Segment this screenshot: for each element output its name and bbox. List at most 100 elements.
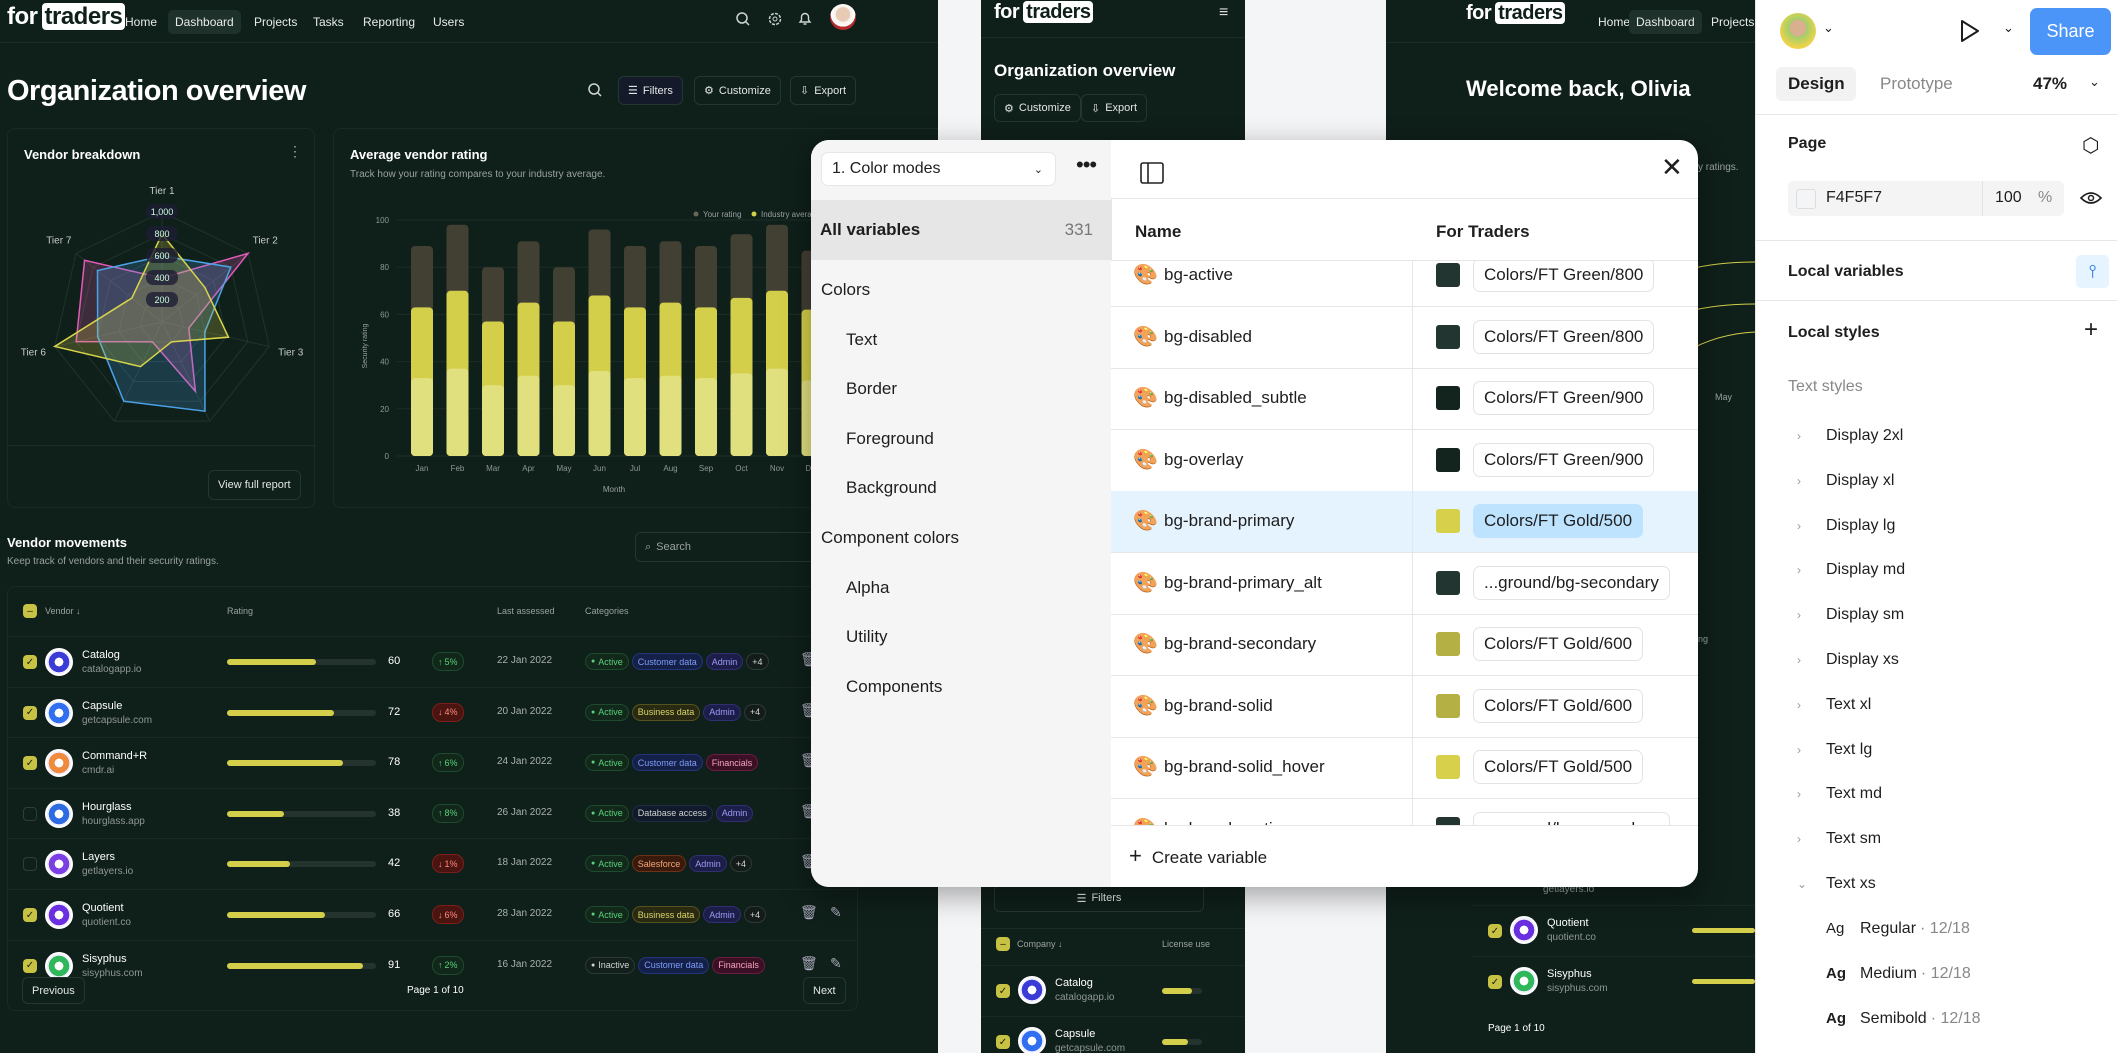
- row-checkbox-checked[interactable]: ✓: [23, 958, 37, 973]
- group-colors[interactable]: Colors: [821, 280, 871, 299]
- variable-value-pill[interactable]: ...ground/bg-secondary: [1473, 811, 1670, 825]
- plus-icon[interactable]: +: [2084, 316, 2099, 343]
- group-utility[interactable]: Utility: [846, 627, 888, 647]
- search-icon[interactable]: [587, 82, 603, 98]
- chevron-right-icon[interactable]: ›: [1797, 429, 1801, 443]
- table-row[interactable]: Layers getlayers.io 42 ↓ 1% 18 Jan 2022 ● Activ…: [8, 838, 858, 888]
- variable-value-pill[interactable]: Colors/FT Gold/500: [1473, 504, 1644, 538]
- table-row[interactable]: ✓ Capsule getcapsule.com 72 ↓ 4% 20 Jan 2022 ● A…: [8, 686, 858, 737]
- search-icon[interactable]: [735, 11, 751, 27]
- edit-pencil-icon[interactable]: ✎: [830, 904, 842, 920]
- customize-button[interactable]: ⚙ Customize: [694, 76, 781, 105]
- text-style-display-xs[interactable]: Display xs: [1826, 651, 1899, 668]
- edit-pencil-icon[interactable]: ✎: [830, 954, 842, 971]
- variable-row[interactable]: 🎨 bg-brand-primary Colors/FT Gold/500: [1111, 491, 1698, 553]
- customize-button[interactable]: ⚙ Customize: [994, 94, 1081, 122]
- filters-button[interactable]: ☰ Filters: [618, 76, 683, 105]
- settings-gear-icon[interactable]: [767, 11, 783, 27]
- chevron-right-icon[interactable]: ›: [1797, 653, 1801, 667]
- row-checkbox-checked[interactable]: ✓: [996, 984, 1010, 998]
- tab-prototype[interactable]: Prototype: [1880, 74, 1953, 93]
- filters-button[interactable]: ☰ Filters: [994, 884, 1204, 912]
- nav-item-home[interactable]: Home: [1598, 15, 1631, 29]
- row-checkbox-checked[interactable]: ✓: [23, 705, 37, 720]
- nav-item-dashboard[interactable]: Dashboard: [1629, 10, 1702, 34]
- table-row[interactable]: ✓ Quotient quotient.co: [1472, 905, 1755, 956]
- more-vertical-icon[interactable]: ⋮: [288, 143, 302, 159]
- text-style-display-sm[interactable]: Display sm: [1826, 606, 1905, 624]
- select-all-checkbox[interactable]: –: [23, 604, 37, 618]
- sidebar-toggle-icon[interactable]: [1139, 160, 1165, 186]
- variables-sliders-icon[interactable]: ⫯: [2076, 255, 2109, 288]
- mode-select[interactable]: 1. Color modes ⌄: [821, 152, 1056, 186]
- chevron-right-icon[interactable]: ›: [1797, 473, 1801, 488]
- eye-icon[interactable]: [2079, 188, 2103, 208]
- variable-row[interactable]: 🎨 bg-brand-solid Colors/FT Gold/600: [1111, 676, 1698, 738]
- bell-icon[interactable]: [797, 10, 813, 27]
- chevron-right-icon[interactable]: ›: [1797, 697, 1801, 712]
- group-text[interactable]: Text: [846, 329, 878, 349]
- text-style-text-sm[interactable]: Text sm: [1826, 830, 1882, 848]
- nav-item-projects[interactable]: Projects: [1711, 15, 1755, 29]
- nav-item-reporting[interactable]: Reporting: [363, 15, 416, 29]
- group-border[interactable]: Border: [846, 379, 898, 399]
- user-avatar[interactable]: [830, 4, 856, 30]
- table-row[interactable]: ✓ Sisyphus sisyphus.com 91 ↑ 2% 16 Jan 2022 ● In…: [8, 939, 858, 990]
- text-style-semibold[interactable]: Semibold · 12/18: [1860, 1010, 1981, 1028]
- nav-item-users[interactable]: Users: [433, 15, 465, 29]
- chevron-right-icon[interactable]: ›: [1797, 563, 1801, 578]
- trash-icon[interactable]: 🗑: [800, 904, 818, 920]
- row-checkbox-checked[interactable]: ✓: [1488, 975, 1502, 989]
- next-button[interactable]: Next: [803, 977, 846, 1004]
- create-variable-button[interactable]: + Create variable: [1129, 843, 1267, 869]
- chevron-down-icon[interactable]: ⌄: [2003, 20, 2014, 35]
- chevron-right-icon[interactable]: ›: [1797, 518, 1801, 533]
- variable-value-pill[interactable]: Colors/FT Green/800: [1473, 319, 1655, 354]
- view-full-report-button[interactable]: View full report: [208, 470, 301, 500]
- logo[interactable]: for traders: [1466, 2, 1566, 25]
- zoom-level[interactable]: 47%: [2033, 74, 2068, 93]
- chevron-right-icon[interactable]: ›: [1797, 608, 1801, 623]
- nav-item-projects[interactable]: Projects: [254, 15, 298, 29]
- group-background[interactable]: Background: [846, 478, 937, 498]
- table-row[interactable]: ✓ Sisyphus sisyphus.com: [1472, 956, 1755, 1007]
- text-style-display-lg[interactable]: Display lg: [1826, 516, 1896, 534]
- tab-design[interactable]: Design: [1776, 67, 1856, 101]
- variable-row[interactable]: 🎨 bg-overlay Colors/FT Green/900: [1111, 430, 1698, 492]
- close-icon[interactable]: ✕: [1661, 152, 1683, 182]
- nav-item-dashboard[interactable]: Dashboard: [168, 10, 241, 34]
- chevron-right-icon[interactable]: ›: [1797, 742, 1801, 757]
- color-swatch[interactable]: [1796, 189, 1816, 209]
- text-style-display-2xl[interactable]: Display 2xl: [1826, 427, 1904, 444]
- nav-item-tasks[interactable]: Tasks: [313, 15, 344, 29]
- text-style-medium[interactable]: Medium · 12/18: [1860, 965, 1971, 983]
- more-options-icon[interactable]: •••: [1076, 152, 1097, 177]
- table-row[interactable]: ✓ Catalog catalogapp.io 60 ↑ 5% 22 Jan 2022 ● Ac…: [8, 636, 858, 686]
- text-style-display-md[interactable]: Display md: [1826, 561, 1906, 579]
- export-button[interactable]: ⇩ Export: [790, 76, 857, 105]
- logo[interactable]: for traders: [994, 1, 1094, 24]
- variable-value-pill[interactable]: ...ground/bg-secondary: [1473, 565, 1670, 600]
- row-checkbox-checked[interactable]: ✓: [23, 908, 37, 922]
- variable-row[interactable]: 🎨 bg-disabled Colors/FT Green/800: [1111, 307, 1698, 369]
- col-vendor[interactable]: Vendor ↓: [45, 606, 81, 616]
- nav-item-home[interactable]: Home: [125, 15, 158, 29]
- group-component-colors[interactable]: Component colors: [821, 528, 959, 547]
- variable-value-pill[interactable]: Colors/FT Gold/500: [1473, 750, 1644, 784]
- row-checkbox-checked[interactable]: ✓: [23, 756, 37, 771]
- table-row[interactable]: ✓ Catalog catalogapp.io: [981, 965, 1245, 1016]
- variable-row[interactable]: 🎨 bg-disabled_subtle Colors/FT Green/900: [1111, 368, 1698, 430]
- search-input[interactable]: ⌕ Search: [635, 532, 835, 562]
- group-alpha[interactable]: Alpha: [846, 577, 890, 597]
- text-style-text-md[interactable]: Text md: [1826, 785, 1883, 803]
- row-checkbox-checked[interactable]: ✓: [996, 1035, 1010, 1049]
- variable-value-pill[interactable]: Colors/FT Green/900: [1473, 381, 1655, 415]
- table-row[interactable]: ✓ Command+R cmdr.ai 78 ↑ 6% 24 Jan 2022 ● Active…: [8, 737, 858, 787]
- table-row[interactable]: ✓ Quotient quotient.co 66 ↓ 6% 28 Jan 2022 ● Act…: [8, 889, 858, 939]
- logo[interactable]: for traders: [7, 3, 126, 31]
- chevron-down-icon[interactable]: ⌄: [1823, 20, 1834, 35]
- trash-icon[interactable]: 🗑: [800, 954, 818, 971]
- hexagon-view-icon[interactable]: ⬡: [2082, 135, 2100, 157]
- group-components[interactable]: Components: [846, 676, 943, 696]
- page-color-field[interactable]: F4F5F7 100 %: [1788, 181, 2064, 216]
